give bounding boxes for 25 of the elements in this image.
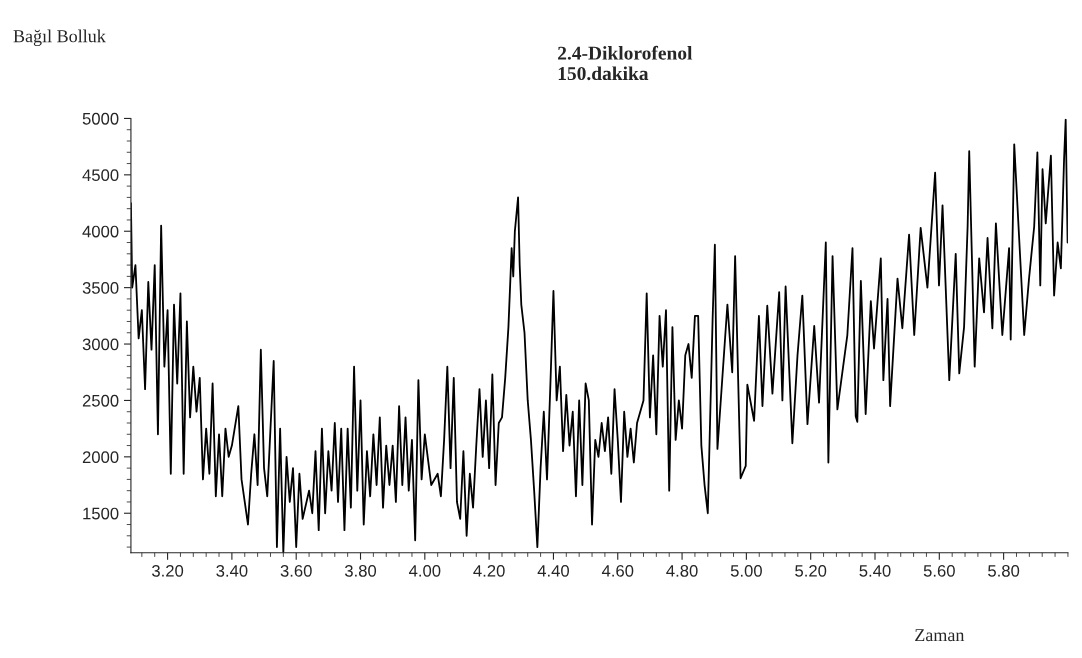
x-tick-label: 5.40: [859, 564, 891, 577]
x-tick-label: 3.20: [152, 564, 184, 577]
y-tick-label: 5000: [82, 112, 119, 125]
x-tick-label: 4.80: [666, 564, 698, 577]
y-tick-label: 4000: [82, 225, 119, 238]
x-tick-label: 5.00: [730, 564, 762, 577]
x-tick-label: 3.60: [280, 564, 312, 577]
y-tick-label: 4500: [82, 169, 119, 182]
x-tick-label: 4.00: [408, 564, 441, 577]
y-tick-label: 2000: [82, 451, 119, 464]
x-tick-label: 4.20: [473, 564, 505, 577]
y-tick-label: 1500: [83, 507, 119, 520]
x-tick-label: 5.20: [795, 564, 827, 577]
y-tick-label: 2500: [82, 394, 119, 407]
x-tick-label: 3.80: [344, 564, 377, 577]
x-tick-label: 5.80: [988, 564, 1020, 577]
x-axis-title: Zaman: [915, 629, 965, 642]
x-tick-label: 5.60: [923, 564, 955, 577]
x-tick-label: 4.60: [601, 564, 634, 577]
y-tick-label: 3500: [82, 282, 119, 294]
x-tick-label: 4.40: [537, 564, 570, 577]
y-tick-label: 3000: [82, 338, 119, 351]
chart-title: 2.4-Diklorofenol 150.dakika: [558, 45, 693, 81]
x-tick-label: 3.40: [216, 564, 248, 577]
y-axis-title: Bağıl Bolluk: [13, 29, 106, 47]
